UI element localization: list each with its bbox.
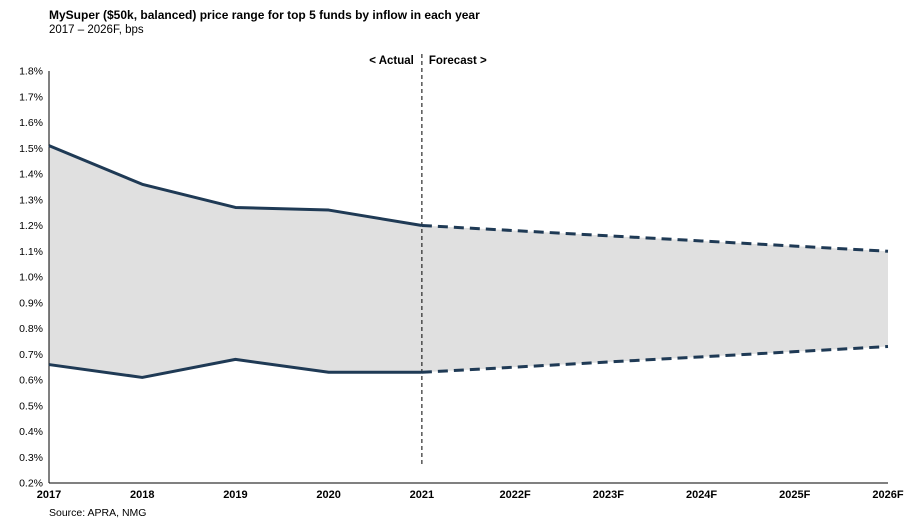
forecast-label: Forecast > (429, 55, 487, 67)
y-tick-label: 0.5% (19, 400, 43, 412)
x-tick-label: 2017 (37, 489, 61, 501)
x-tick-label: 2025F (779, 489, 810, 501)
price-range-area (49, 145, 888, 378)
actual-label: < Actual (369, 55, 414, 67)
lower-bound-actual-line (48, 357, 422, 379)
y-tick-label: 1.6% (19, 117, 43, 129)
y-tick-label: 0.3% (19, 452, 43, 464)
x-tick-label: 2022F (500, 489, 531, 501)
y-tick-label: 1.8% (19, 66, 43, 78)
y-tick-label: 0.7% (19, 349, 43, 361)
chart-title: MySuper ($50k, balanced) price range for… (49, 8, 480, 22)
x-tick-label: 2023F (593, 489, 624, 501)
lower-bound-forecast-line (421, 345, 889, 374)
y-tick-label: 1.2% (19, 220, 43, 232)
y-tick-label: 0.9% (19, 297, 43, 309)
y-tick-label: 1.7% (19, 91, 43, 103)
y-tick-label: 0.4% (19, 426, 43, 438)
y-tick-label: 1.4% (19, 169, 43, 181)
y-tick-label: 0.8% (19, 323, 43, 335)
x-tick-label: 2019 (223, 489, 247, 501)
upper-bound-actual-line (48, 144, 423, 227)
y-tick-label: 0.2% (19, 478, 43, 490)
y-tick-label: 0.6% (19, 375, 43, 387)
y-tick-label: 1.0% (19, 272, 43, 284)
x-tick-label: 2024F (686, 489, 717, 501)
upper-bound-forecast-line (421, 224, 889, 253)
x-tick-label: 2021 (410, 489, 434, 501)
chart-subtitle: 2017 – 2026F, bps (49, 24, 144, 36)
y-tick-label: 1.5% (19, 143, 43, 155)
y-tick-label: 1.3% (19, 194, 43, 206)
y-tick-label: 1.1% (19, 246, 43, 258)
x-tick-label: 2018 (130, 489, 154, 501)
x-tick-label: 2026F (872, 489, 903, 501)
x-tick-label: 2020 (316, 489, 340, 501)
source-note: Source: APRA, NMG (49, 507, 147, 519)
